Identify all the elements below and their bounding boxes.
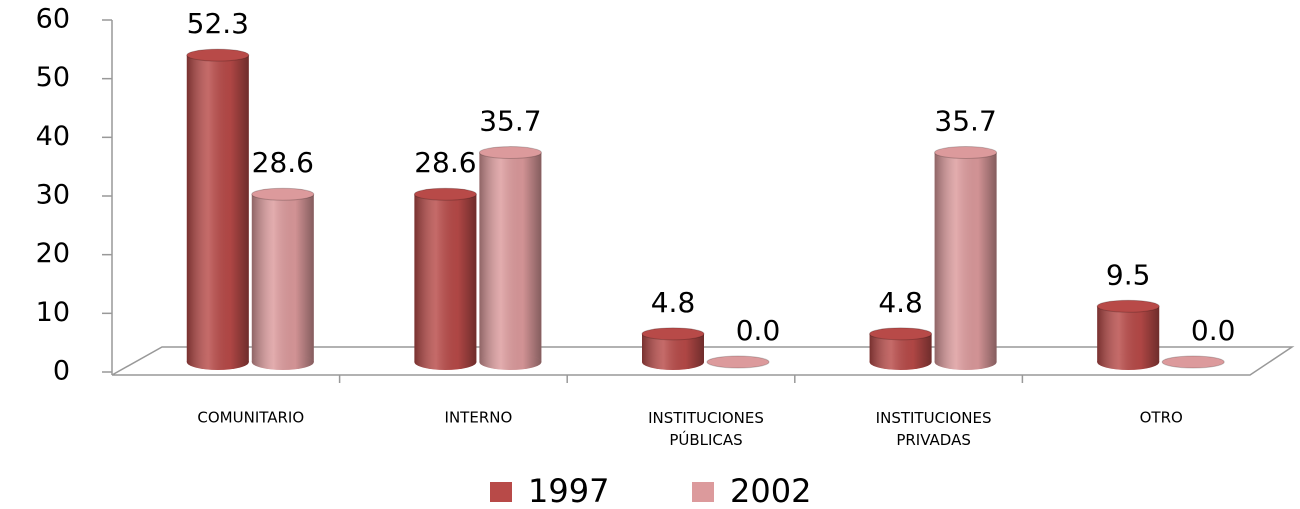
value-label: 35.7 (934, 105, 996, 138)
bar-top (934, 146, 998, 160)
bar-top (1161, 355, 1225, 369)
bar-top (641, 327, 705, 341)
value-label: 0.0 (736, 314, 781, 347)
bar-top (186, 48, 250, 62)
bar-base-shade (251, 354, 314, 370)
x-tick-label-line: INSTITUCIONES (648, 409, 764, 427)
bar-shade (1097, 306, 1160, 362)
bar (641, 327, 705, 370)
bar-base-shade (1097, 354, 1160, 370)
x-tick-label-line: PRIVADAS (896, 431, 971, 449)
bar-shade (186, 55, 249, 362)
value-label: 28.6 (252, 146, 314, 179)
y-tick-label: 60 (36, 4, 70, 35)
bar (413, 187, 477, 370)
bar-top (869, 327, 933, 341)
bar-shade (479, 152, 542, 362)
value-label: 28.6 (414, 146, 476, 179)
value-label: 52.3 (187, 7, 249, 40)
bar (251, 187, 315, 370)
bar-shade (414, 194, 477, 362)
value-label: 0.0 (1191, 314, 1236, 347)
y-tick-label: 20 (36, 238, 70, 269)
legend-swatch (692, 482, 714, 502)
x-tick-label-line: PÚBLICAS (669, 430, 742, 449)
value-label: 4.8 (878, 286, 923, 319)
x-tick-label: INTERNO (445, 409, 513, 427)
legend-label: 2002 (730, 472, 811, 509)
y-tick-label: 30 (36, 180, 70, 211)
value-label: 35.7 (479, 105, 541, 138)
legend-label: 1997 (528, 472, 609, 509)
x-tick-label: COMUNITARIO (197, 409, 304, 427)
bar-shade (934, 152, 997, 362)
bar-top (478, 146, 542, 160)
y-tick-label: 40 (36, 121, 70, 152)
bar (478, 146, 542, 370)
bar (869, 327, 933, 370)
bar-base-shade (869, 354, 932, 370)
legend-swatch (490, 482, 512, 502)
bar (1161, 355, 1225, 369)
bar-base-shade (479, 354, 542, 370)
value-label: 4.8 (651, 286, 696, 319)
bar-base-shade (186, 354, 249, 370)
bar-base-shade (934, 354, 997, 370)
y-tick-label: 50 (36, 62, 70, 93)
x-tick-label: INSTITUCIONES PÚBLICAS (648, 409, 764, 449)
bar (706, 355, 770, 369)
bar-top (1096, 299, 1160, 313)
bar (1096, 299, 1160, 370)
x-tick-label: OTRO (1140, 409, 1183, 427)
bar (934, 146, 998, 370)
bar-base-shade (414, 354, 477, 370)
y-tick-label: 10 (36, 297, 70, 328)
value-label: 9.5 (1106, 258, 1151, 291)
bar-top (413, 187, 477, 201)
bar (186, 48, 250, 370)
y-tick-label: 0 (53, 356, 70, 387)
bar-top (706, 355, 770, 369)
bar-shade (251, 194, 314, 362)
bar-top (251, 187, 315, 201)
bar-base-shade (642, 354, 704, 370)
x-tick-label: INSTITUCIONES PRIVADAS (876, 409, 992, 449)
x-tick-label-line: INSTITUCIONES (876, 409, 992, 427)
